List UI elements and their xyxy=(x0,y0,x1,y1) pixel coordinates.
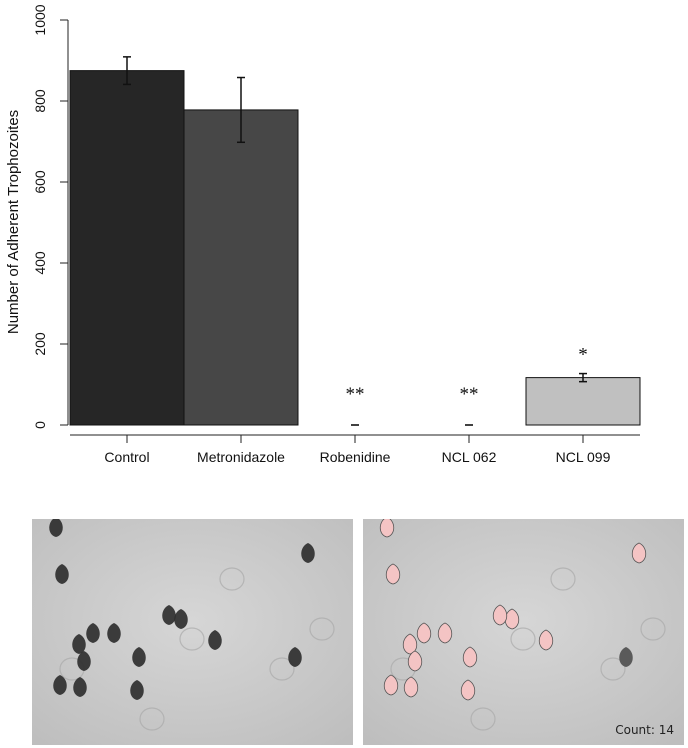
counted-trophozoite xyxy=(631,542,647,564)
micrograph-left xyxy=(32,519,353,745)
trophozoite xyxy=(162,605,176,625)
ghost-cell xyxy=(510,627,536,651)
chart-axes: 0 200 400 600 800 1000 xyxy=(32,4,640,443)
trophozoite xyxy=(288,647,302,667)
counted-trophozoite xyxy=(437,622,453,644)
trophozoite xyxy=(49,519,63,537)
ghost-cell xyxy=(640,617,666,641)
y-tick-label: 600 xyxy=(32,170,48,194)
count-label: Count: 14 xyxy=(615,723,674,737)
counted-trophozoite xyxy=(492,604,508,626)
ghost-cell xyxy=(269,657,295,681)
y-axis-label: Number of Adherent Trophozoites xyxy=(5,110,22,334)
ghost-cell xyxy=(600,657,626,681)
counted-trophozoite xyxy=(383,674,399,696)
counted-trophozoite xyxy=(416,622,432,644)
trophozoite xyxy=(208,630,222,650)
x-tick-label: Robenidine xyxy=(320,449,391,465)
x-tick-label: NCL 062 xyxy=(442,449,497,465)
ghost-cell xyxy=(550,567,576,591)
counted-trophozoite xyxy=(379,519,395,538)
trophozoite xyxy=(130,680,144,700)
bar-group: ** *** xyxy=(69,56,641,426)
trophozoite xyxy=(174,609,188,629)
trophozoite xyxy=(72,634,86,654)
x-tick-label: Control xyxy=(104,449,149,465)
trophozoite xyxy=(107,623,121,643)
trophozoite xyxy=(86,623,100,643)
micrograph-background xyxy=(363,519,684,745)
trophozoite xyxy=(619,647,633,667)
counted-trophozoite xyxy=(538,629,554,651)
ghost-cell xyxy=(470,707,496,731)
trophozoite xyxy=(55,564,69,584)
significance-label: ** xyxy=(460,384,479,405)
counted-trophozoite xyxy=(402,633,418,655)
significance-label: * xyxy=(578,345,588,366)
y-tick-label: 1000 xyxy=(32,4,48,35)
ghost-cell xyxy=(139,707,165,731)
y-tick-label: 0 xyxy=(32,421,48,429)
y-tick-label: 800 xyxy=(32,89,48,113)
trophozoite xyxy=(77,651,91,671)
bar xyxy=(525,377,641,426)
counted-trophozoite xyxy=(460,679,476,701)
trophozoite xyxy=(53,675,67,695)
micrograph-right: Count: 14 xyxy=(363,519,684,745)
counted-trophozoite xyxy=(385,563,401,585)
x-tick-labels: Control Metronidazole Robenidine NCL 062 NCL… xyxy=(104,449,610,465)
significance-label: ** xyxy=(346,384,365,405)
bar xyxy=(183,109,299,426)
x-tick-label: NCL 099 xyxy=(556,449,611,465)
counted-trophozoite xyxy=(403,676,419,698)
trophozoite xyxy=(132,647,146,667)
x-tick-label: Metronidazole xyxy=(197,449,285,465)
ghost-cell xyxy=(179,627,205,651)
micrograph-background xyxy=(32,519,353,745)
ghost-cell xyxy=(219,567,245,591)
y-tick-label: 200 xyxy=(32,332,48,356)
bar xyxy=(69,70,185,426)
counted-trophozoite xyxy=(462,646,478,668)
counted-trophozoite xyxy=(407,650,423,672)
trophozoite xyxy=(301,543,315,563)
ghost-cell xyxy=(309,617,335,641)
trophozoite xyxy=(73,677,87,697)
y-tick-label: 400 xyxy=(32,251,48,275)
